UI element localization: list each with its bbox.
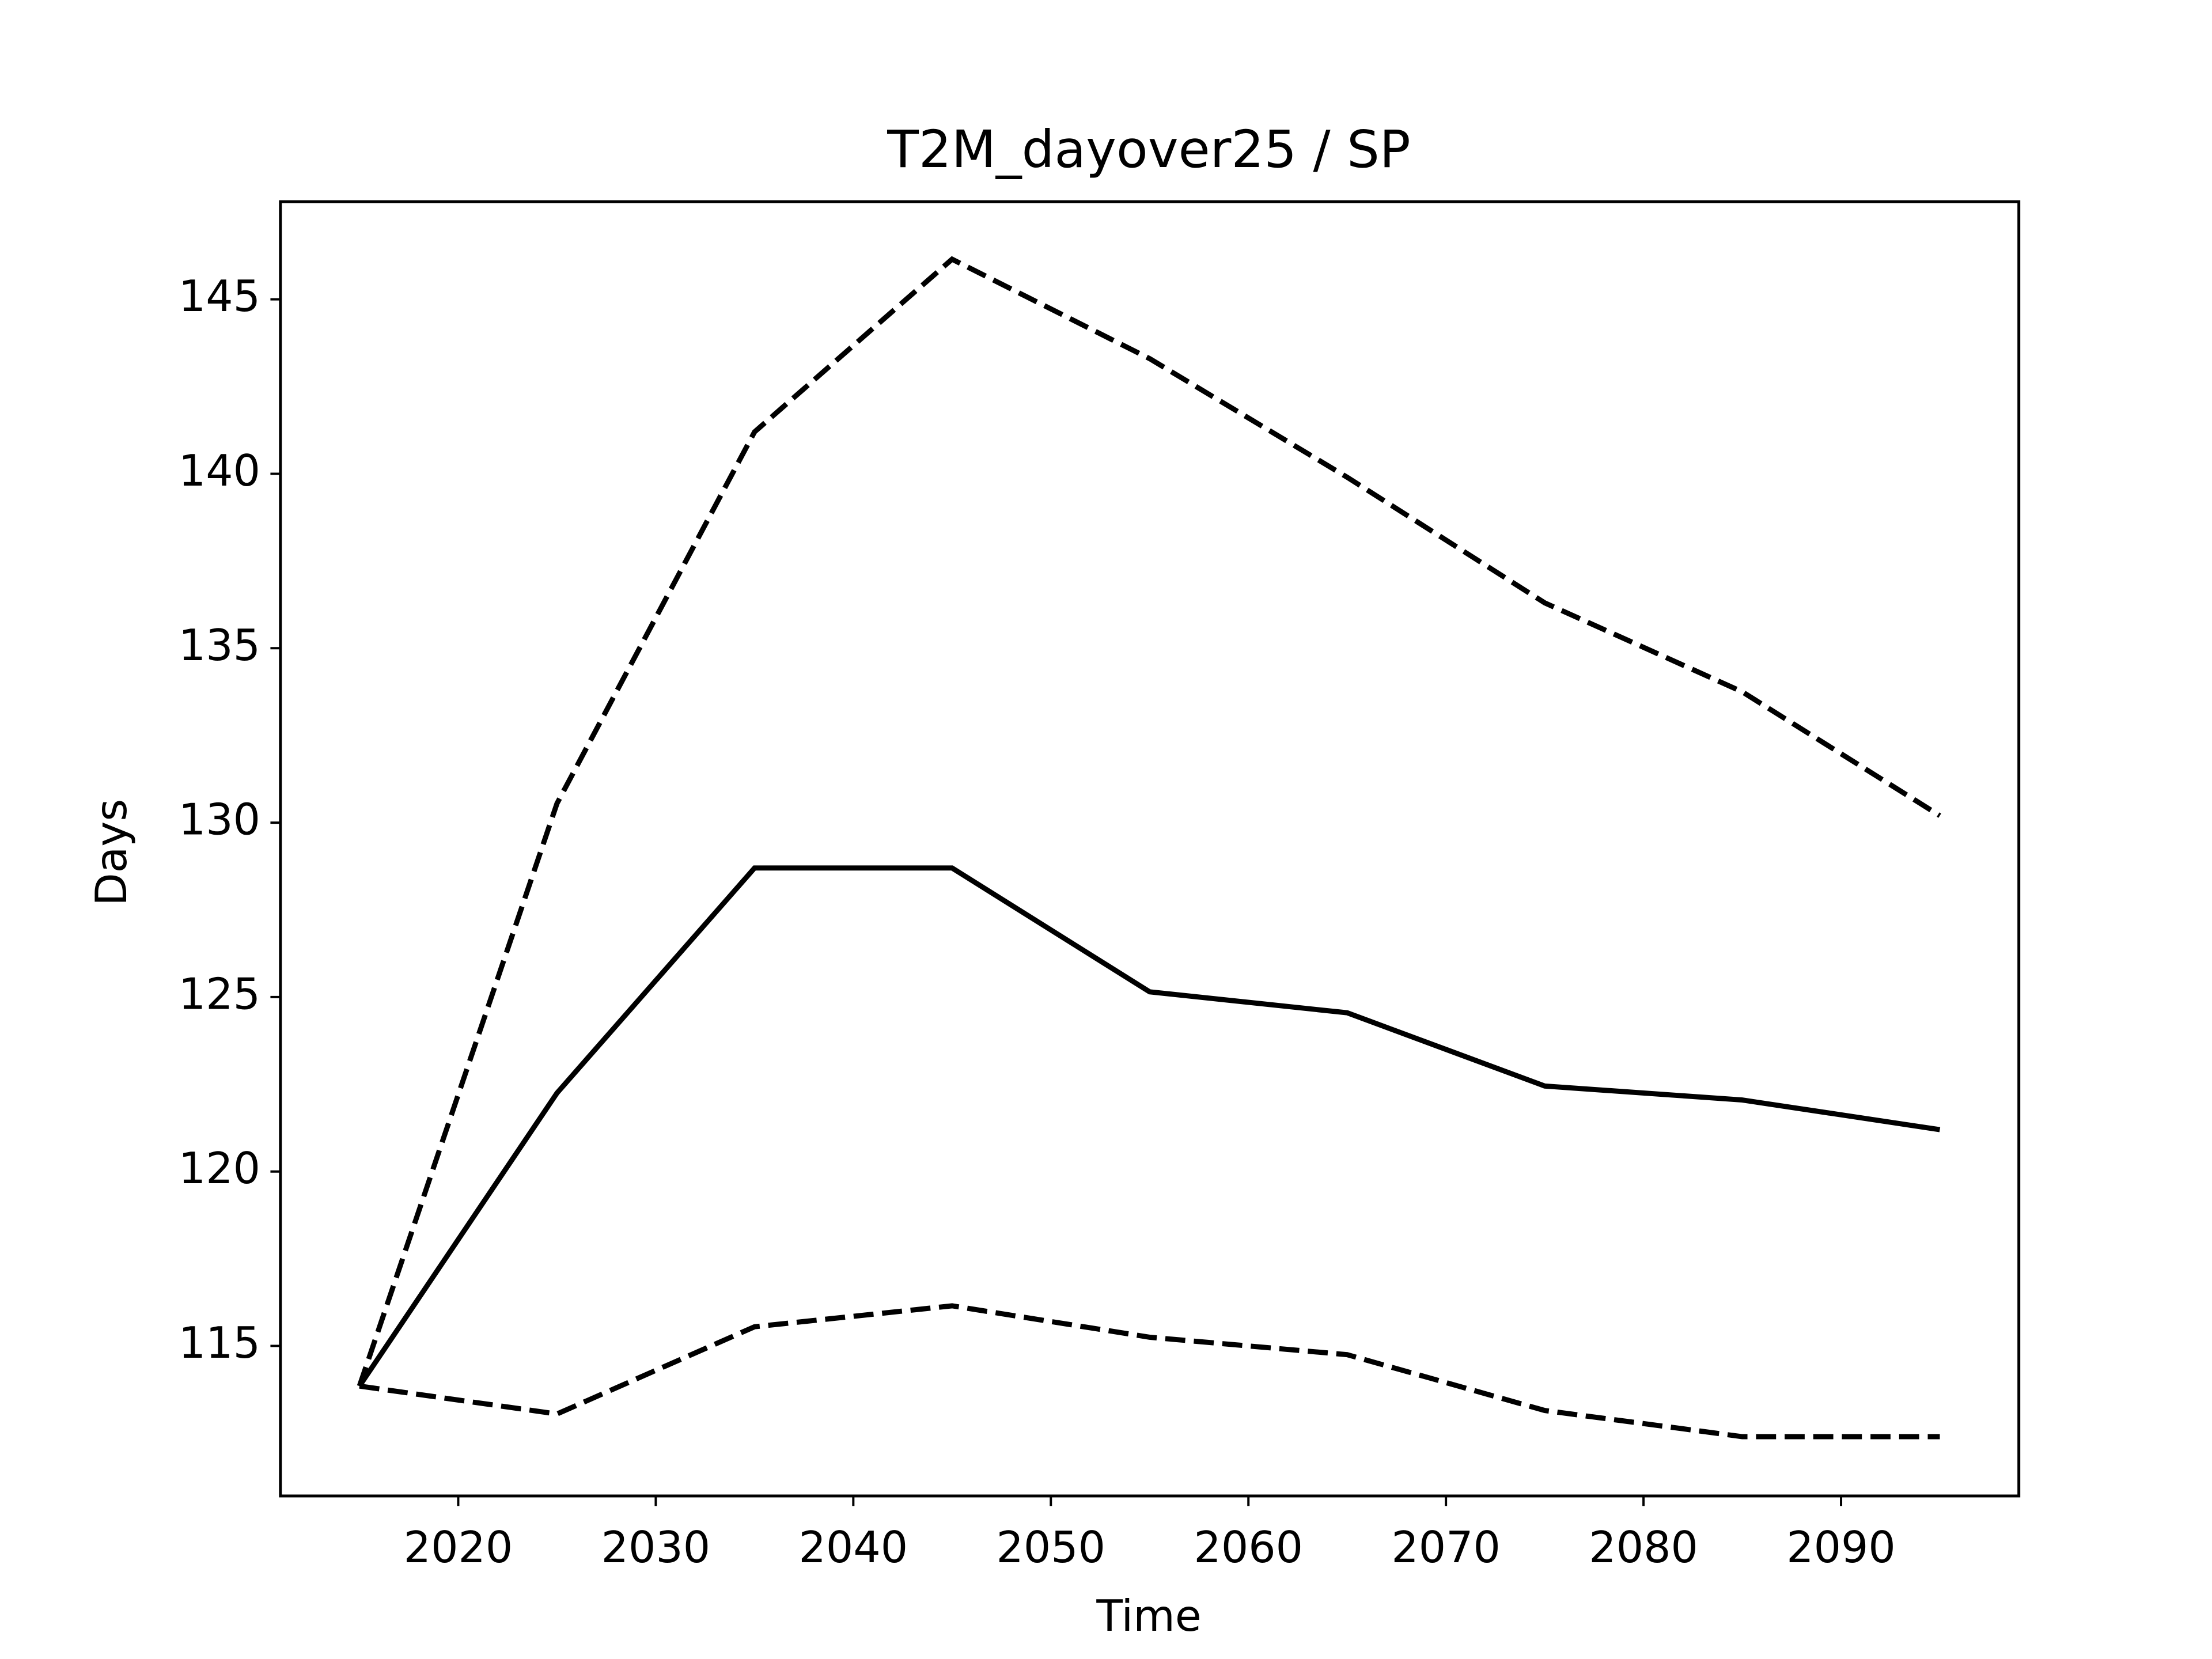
x-tick-label: 2050: [996, 1522, 1105, 1573]
x-tick-label: 2040: [799, 1522, 908, 1573]
line-series: [359, 1303, 1940, 1440]
plot-frame: [279, 200, 2021, 1498]
chart-title: T2M_dayover25 / SP: [887, 120, 1410, 180]
line-series: [357, 865, 1941, 1388]
x-tick-label: 2060: [1194, 1522, 1303, 1573]
x-tick-label: 2020: [404, 1522, 513, 1573]
y-axis-label: Days: [86, 799, 137, 906]
y-tick-label: 135: [179, 620, 260, 671]
y-tick-label: 120: [179, 1143, 260, 1194]
y-tick-label: 140: [179, 446, 260, 496]
x-axis-label: Time: [1096, 1591, 1201, 1641]
y-tick-label: 125: [179, 969, 260, 1019]
y-tick-label: 145: [179, 271, 260, 321]
y-tick-label: 115: [179, 1318, 260, 1368]
line-series: [357, 256, 1941, 1387]
x-tick-label: 2070: [1391, 1522, 1501, 1573]
x-tick-label: 2030: [601, 1522, 711, 1573]
x-tick-label: 2090: [1786, 1522, 1896, 1573]
x-tick-label: 2080: [1589, 1522, 1698, 1573]
y-tick-label: 130: [179, 795, 260, 845]
